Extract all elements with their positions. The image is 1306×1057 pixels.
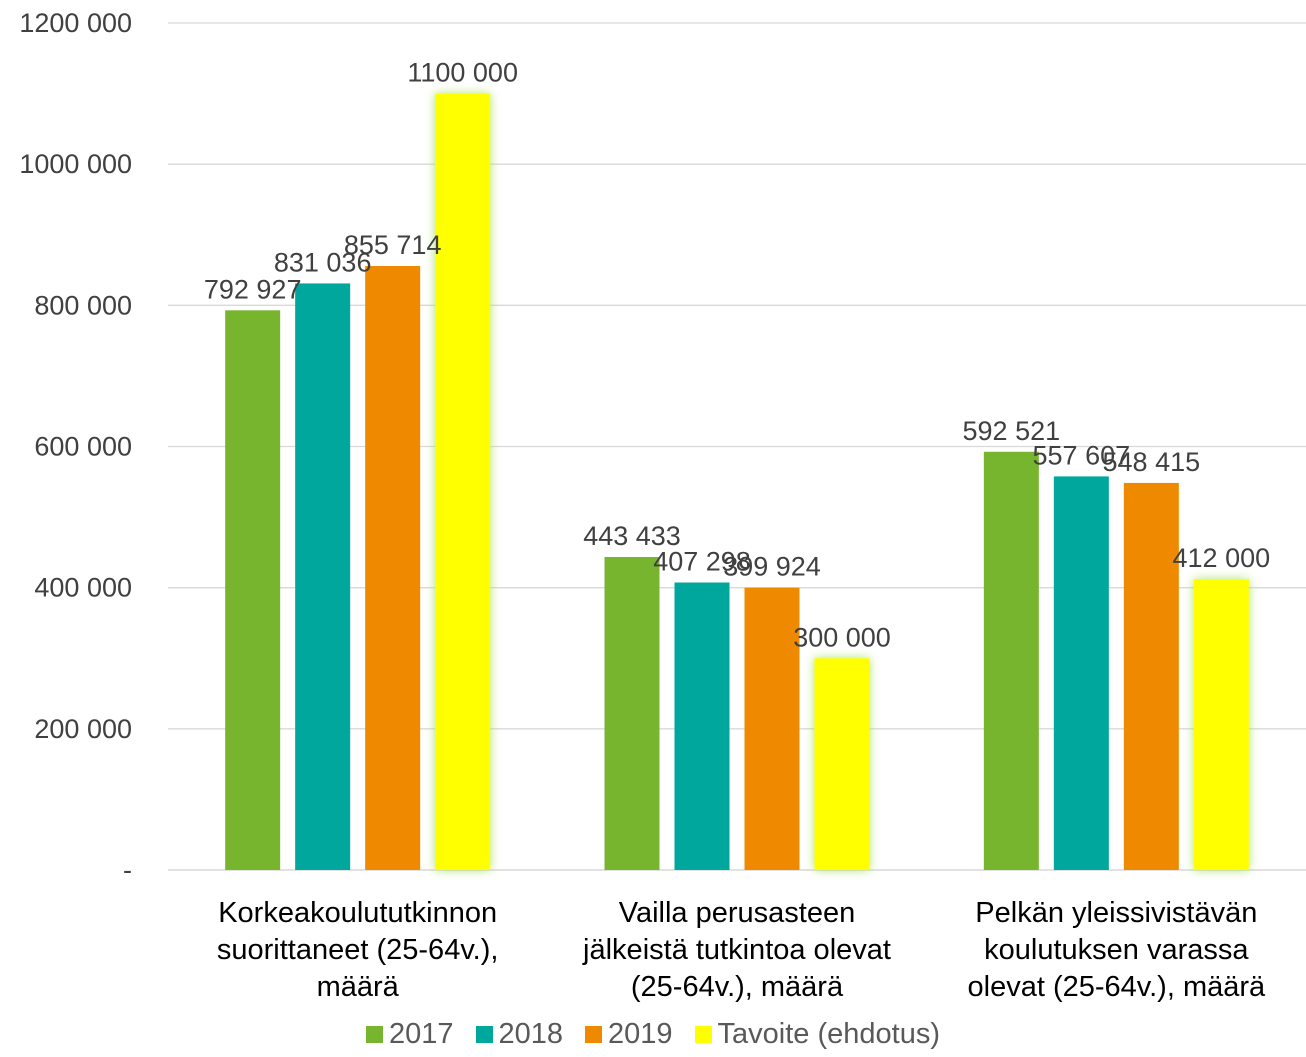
bar xyxy=(814,658,870,870)
category-label: määrä xyxy=(317,971,400,1003)
bar xyxy=(674,582,730,870)
data-label: 407 298 xyxy=(653,547,751,577)
legend-label: 2019 xyxy=(608,1018,673,1050)
y-tick-label: 400 000 xyxy=(34,573,132,603)
y-tick-label: 800 000 xyxy=(34,290,132,320)
data-label: 412 000 xyxy=(1173,543,1271,573)
data-label: 557 607 xyxy=(1033,440,1131,470)
category-label: Vailla perusasteen xyxy=(619,897,855,929)
category-label: koulutuksen varassa xyxy=(984,934,1249,966)
legend-swatch xyxy=(475,1026,493,1043)
chart-canvas: - 200 000 400 000 600 000 800 000 1000 000 120… xyxy=(19,8,1306,1003)
bar xyxy=(435,93,491,871)
data-label: 1100 000 xyxy=(407,58,518,88)
bar xyxy=(604,557,660,870)
legend: 2017 2018 2019 Tavoite (ehdotus) xyxy=(0,1018,1306,1051)
data-label: 792 927 xyxy=(204,274,302,304)
y-tick-label: 200 000 xyxy=(34,714,132,744)
data-label: 592 521 xyxy=(963,416,1061,446)
category-label: suorittaneet (25-64v.), xyxy=(217,934,499,966)
data-label: 548 415 xyxy=(1103,447,1201,477)
bar xyxy=(983,451,1039,870)
data-label: 831 036 xyxy=(274,247,372,277)
bar xyxy=(1193,579,1249,870)
bar xyxy=(295,283,351,870)
legend-label: 2017 xyxy=(388,1018,454,1050)
category-label: olevat (25-64v.), määrä xyxy=(968,971,1267,1003)
data-label: 399 924 xyxy=(723,552,821,582)
category-label: Pelkän yleissivistävän xyxy=(975,897,1257,929)
legend-item: 2019 xyxy=(585,1018,673,1051)
bar xyxy=(365,266,421,870)
x-axis: Korkeakoulututkinnon suorittaneet (25-64v… xyxy=(217,897,1266,1003)
y-tick-label: 1200 000 xyxy=(19,8,132,38)
legend-swatch xyxy=(365,1026,383,1043)
data-label: 443 433 xyxy=(583,521,681,551)
data-label: 855 714 xyxy=(344,230,442,260)
legend-item: 2017 xyxy=(365,1018,454,1051)
bar xyxy=(744,587,800,870)
legend-swatch xyxy=(585,1026,603,1043)
y-tick-label: - xyxy=(123,855,132,885)
bar xyxy=(1053,476,1109,870)
category-label: Korkeakoulututkinnon xyxy=(218,897,497,929)
legend-label: 2018 xyxy=(498,1018,564,1050)
category-label: (25-64v.), määrä xyxy=(631,971,844,1003)
y-tick-label: 1000 000 xyxy=(19,149,132,179)
category-label: jälkeistä tutkintoa olevat xyxy=(582,934,891,966)
gridlines xyxy=(168,22,1306,871)
y-axis: - 200 000 400 000 600 000 800 000 1000 000 120… xyxy=(19,8,132,885)
data-label: 300 000 xyxy=(793,622,891,652)
bar xyxy=(1123,482,1179,870)
bars xyxy=(225,93,1249,871)
y-tick-label: 600 000 xyxy=(34,432,132,462)
legend-swatch xyxy=(694,1026,712,1043)
legend-item: Tavoite (ehdotus) xyxy=(694,1018,940,1051)
legend-label: Tavoite (ehdotus) xyxy=(717,1018,940,1050)
bar xyxy=(225,310,281,870)
legend-item: 2018 xyxy=(475,1018,564,1051)
